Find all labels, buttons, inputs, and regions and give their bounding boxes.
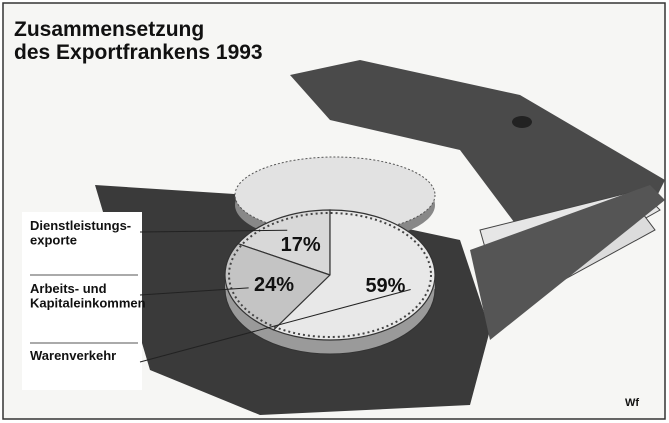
pie: 17% 24% 59%: [225, 210, 435, 354]
value-label: 24%: [254, 274, 294, 296]
legend-label: Warenverkehr: [30, 348, 116, 363]
value-label: 17%: [281, 234, 321, 256]
wallet-button: [512, 116, 532, 128]
chart: Zusammensetzungdes Exportfrankens 1993 W…: [0, 0, 669, 423]
value-label: 59%: [365, 275, 405, 297]
source: Wf: [625, 397, 639, 409]
